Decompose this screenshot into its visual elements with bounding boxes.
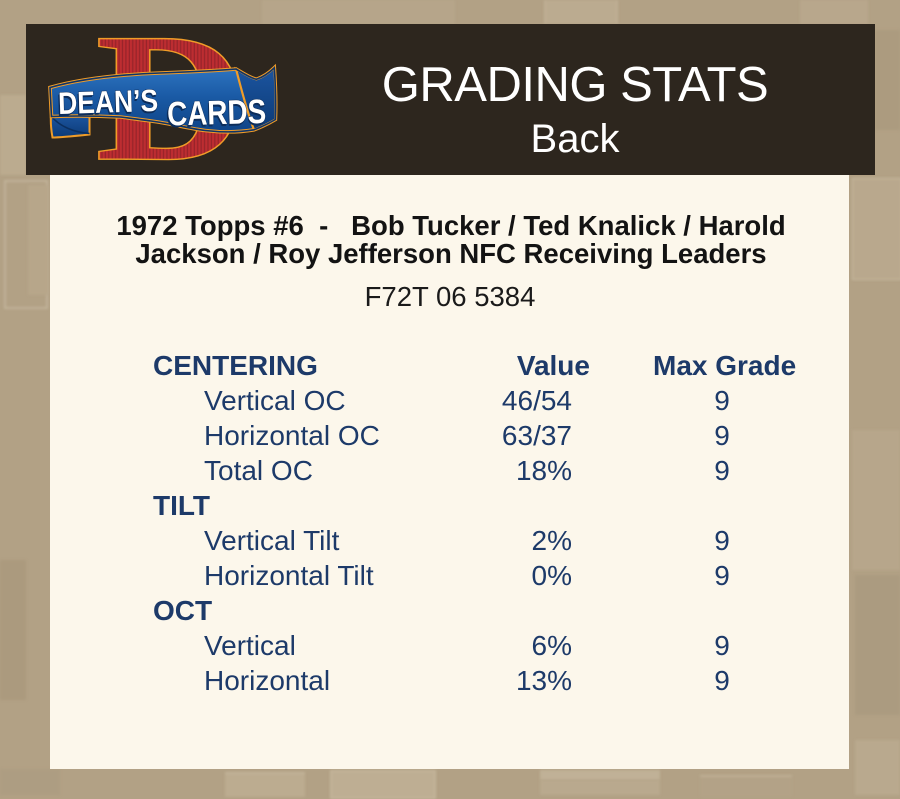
svg-text:DEAN’S: DEAN’S — [58, 83, 159, 121]
svg-text:CARDS: CARDS — [165, 95, 266, 136]
svg-text:DEAN’S: DEAN’S — [56, 85, 158, 123]
svg-text:CARDS: CARDS — [167, 93, 267, 134]
